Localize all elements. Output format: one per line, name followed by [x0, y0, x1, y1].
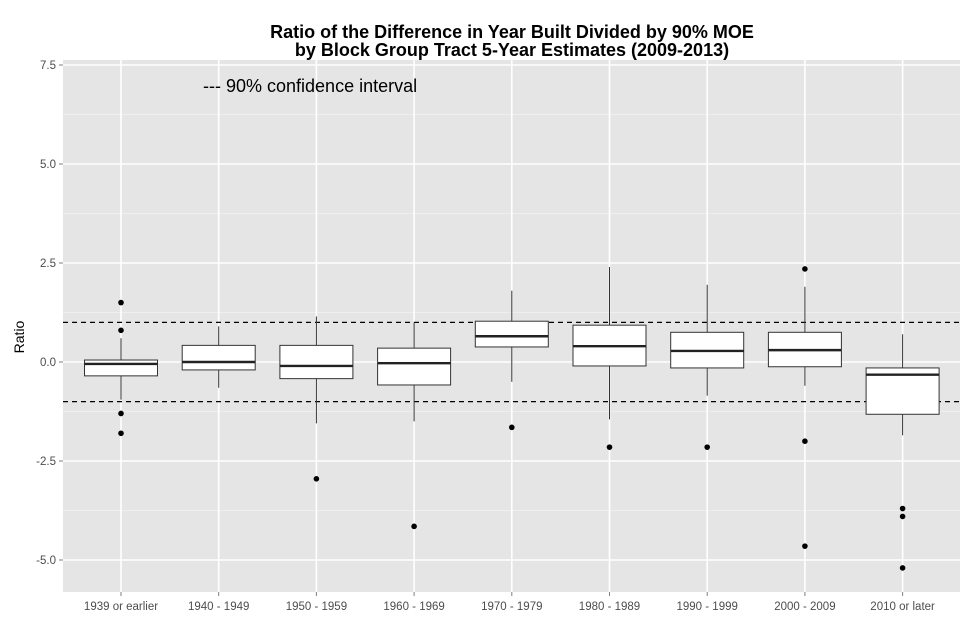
outlier-point [411, 523, 417, 530]
outlier-point [802, 266, 808, 272]
x-tick-label: 1939 or earlier [84, 601, 158, 613]
outlier-point [899, 505, 906, 512]
outlier-point [118, 410, 124, 417]
box-iqr [377, 347, 452, 386]
x-tick-label: 1990 - 1999 [677, 601, 738, 613]
y-tick-label: 0.0 [40, 357, 56, 369]
y-tick-labels: -5.0 -2.5 0.0 2.5 5.0 7.5 [36, 60, 63, 567]
y-tick-label: 7.5 [40, 60, 56, 72]
outlier-point [704, 444, 710, 450]
chart-title: Ratio of the Difference in Year Built Di… [270, 22, 754, 42]
box-group [181, 326, 256, 388]
confidence-interval-lines [63, 321, 960, 403]
outlier-point [509, 424, 515, 431]
y-tick-label: -2.5 [36, 456, 56, 468]
box-group [572, 266, 647, 450]
chart-subtitle: by Block Group Tract 5-Year Estimates (2… [295, 40, 729, 60]
outlier-point [899, 513, 906, 520]
outlier-point [606, 444, 613, 450]
box-group [865, 334, 940, 571]
box-group [84, 299, 158, 437]
x-tick-label: 1940 - 1949 [188, 601, 249, 613]
x-tick-label: 1960 - 1969 [383, 601, 444, 613]
x-tick-label: 2010 or later [870, 601, 935, 613]
y-tick-label: 2.5 [40, 258, 56, 270]
outlier-point [118, 299, 124, 306]
y-tick-label: -5.0 [36, 555, 56, 567]
x-tick-label: 1970 - 1979 [481, 601, 542, 613]
box-iqr [474, 320, 549, 348]
x-tick-label: 1950 - 1959 [286, 601, 347, 613]
x-tick-label: 1980 - 1989 [579, 601, 640, 613]
box-group [767, 266, 842, 549]
box-iqr [279, 344, 354, 380]
box-iqr [181, 344, 256, 371]
outlier-point [118, 327, 124, 334]
box-group [474, 290, 549, 431]
box-group [670, 284, 745, 450]
x-tick-labels: 1939 or earlier 1940 - 1949 1950 - 1959 196… [84, 592, 935, 613]
box-group [377, 322, 452, 530]
outlier-point [802, 438, 808, 445]
y-tick-label: 5.0 [40, 159, 56, 171]
boxes [84, 266, 940, 571]
x-tick-label: 2000 - 2009 [774, 601, 835, 613]
confidence-interval-annotation: --- 90% confidence interval [203, 76, 417, 96]
y-axis-title: Ratio [11, 320, 27, 353]
box-iqr [84, 359, 158, 377]
outlier-point [118, 430, 124, 437]
box-group [279, 316, 354, 482]
outlier-point [802, 543, 808, 549]
outlier-point [313, 476, 320, 482]
outlier-point [899, 565, 906, 571]
